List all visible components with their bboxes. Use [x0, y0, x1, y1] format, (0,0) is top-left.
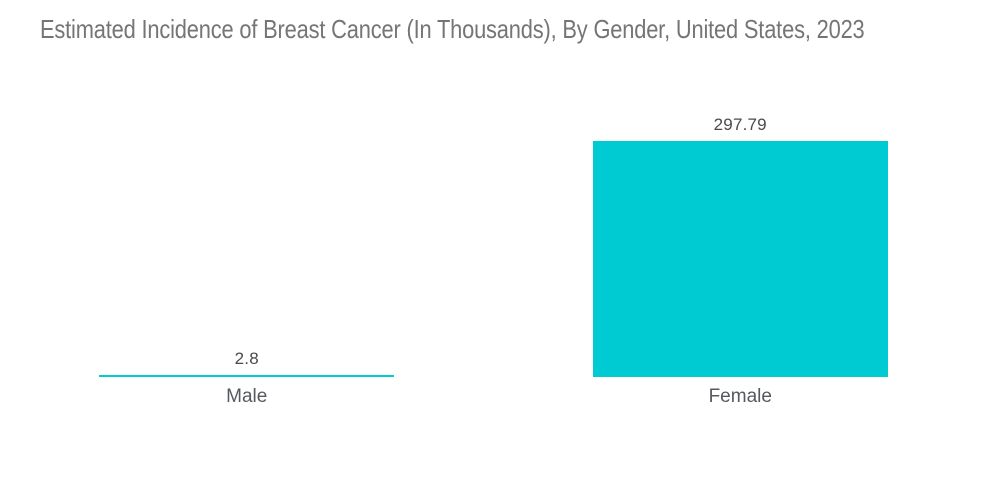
- bar-male: [99, 374, 395, 377]
- x-label-female: Female: [708, 386, 772, 407]
- plot-area: 2.8 297.79: [0, 0, 988, 377]
- bar-group-male: 2.8: [0, 0, 494, 377]
- bar-female: [592, 141, 888, 377]
- x-label-male: Male: [226, 386, 268, 407]
- bar-value-label-female: 297.79: [713, 115, 767, 134]
- x-axis-labels: Male Female: [0, 377, 987, 408]
- bar-group-female: 297.79: [494, 0, 988, 377]
- chart-title: Estimated Incidence of Breast Cancer (In…: [40, 14, 865, 44]
- bar-value-label-male: 2.8: [234, 348, 259, 368]
